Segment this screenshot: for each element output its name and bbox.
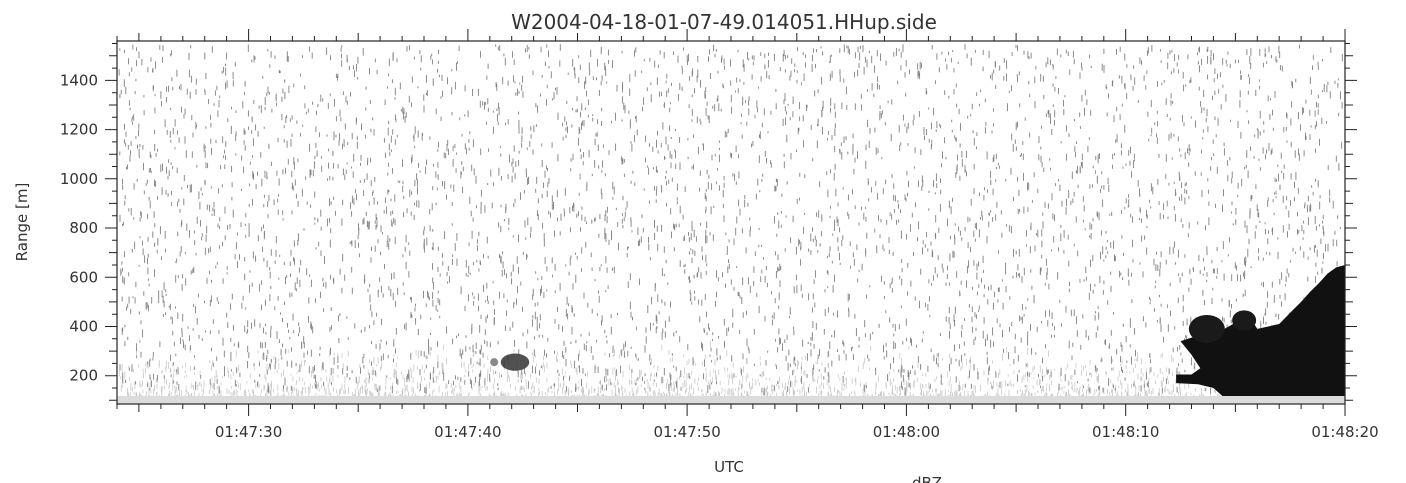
x-axis-label: UTC xyxy=(714,458,744,476)
cloud-echo-lobe xyxy=(1232,310,1257,331)
chart-title: W2004-04-18-01-07-49.014051.HHup.side xyxy=(511,10,937,34)
x-tick-label: 01:48:00 xyxy=(873,423,940,441)
y-tick-label: 200 xyxy=(69,367,98,385)
y-tick-label: 1400 xyxy=(60,71,98,89)
cloud-echo xyxy=(1176,265,1345,403)
x-tick-labels: 01:47:30 01:47:40 01:47:50 01:48:00 01:48:10… xyxy=(215,423,1379,441)
y-tick-label: 600 xyxy=(69,268,98,286)
axis-ticks xyxy=(105,29,1357,416)
cloud-echo-lobe xyxy=(1188,314,1225,343)
y-tick-label: 800 xyxy=(69,219,98,237)
small-echo-fragment xyxy=(490,358,499,367)
y-tick-label: 1000 xyxy=(60,170,98,188)
x-tick-label: 01:47:50 xyxy=(653,423,720,441)
radar-echoes xyxy=(490,265,1345,403)
tick-marks xyxy=(105,29,1357,416)
y-tick-label: 1200 xyxy=(60,121,98,139)
y-tick-label: 400 xyxy=(69,317,98,335)
ground-band xyxy=(117,396,1345,404)
colorbar-label: dBZ xyxy=(912,474,942,483)
x-tick-label: 01:47:30 xyxy=(215,423,282,441)
x-tick-label: 01:47:40 xyxy=(434,423,501,441)
x-tick-label: 01:48:10 xyxy=(1092,423,1159,441)
y-axis-label: Range [m] xyxy=(13,183,31,262)
speckle-marks xyxy=(118,44,1343,396)
small-echo xyxy=(500,353,530,371)
x-tick-label: 01:48:20 xyxy=(1311,423,1378,441)
plot-area xyxy=(116,40,1346,405)
y-tick-labels: 200 400 600 800 1000 1200 1400 xyxy=(60,71,98,384)
